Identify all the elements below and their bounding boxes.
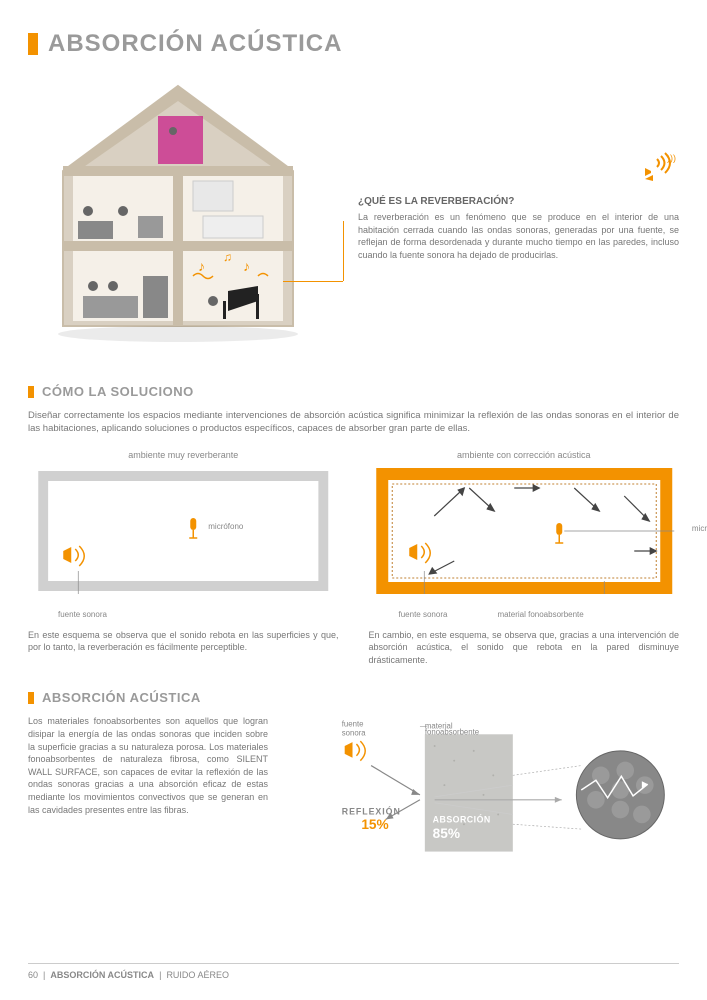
left-caption: En este esquema se observa que el sonido… [28, 629, 339, 654]
svg-text:fonoabsorbente: fonoabsorbente [425, 728, 479, 737]
reverb-heading: ¿QUÉ ES LA REVERBERACIÓN? [358, 196, 679, 207]
right-diagram-label: ambiente con corrección acústica [369, 450, 680, 460]
speaker-waves-icon: ))) [643, 151, 679, 184]
svg-text:♪: ♪ [198, 258, 205, 274]
svg-text:♪: ♪ [243, 258, 250, 274]
right-material-label: material fonoabsorbente [497, 610, 583, 619]
reverb-body: La reverberación es un fenómeno que se p… [358, 211, 679, 261]
diagrams-row: ambiente muy reverberante [28, 450, 679, 667]
right-caption: En cambio, en este esquema, se observa q… [369, 629, 680, 667]
house-illustration: ♪ ♫ ♪ [28, 76, 328, 356]
absorption-row: Los materiales fonoabsorbentes son aquel… [28, 715, 679, 868]
page-title-row: ABSORCIÓN ACÚSTICA [28, 30, 679, 58]
svg-text:))): ))) [667, 153, 676, 163]
svg-text:ABSORCIÓN: ABSORCIÓN [433, 814, 491, 825]
right-source-label: fuente sonora [399, 610, 448, 619]
abs-source-label-2: sonora [342, 729, 367, 738]
svg-text:♫: ♫ [223, 250, 232, 264]
left-diagram-label: ambiente muy reverberante [28, 450, 339, 460]
absorption-diagram: fuente sonora material fonoabsorbente [288, 715, 679, 868]
hero-section: ♪ ♫ ♪ ))) [28, 76, 679, 356]
solve-title-row: CÓMO LA SOLUCIONO [28, 384, 679, 399]
svg-text:15%: 15% [361, 817, 388, 832]
svg-text:REFLEXIÓN: REFLEXIÓN [342, 806, 401, 817]
section-accent-bar [28, 692, 34, 704]
svg-text:85%: 85% [433, 826, 460, 841]
footer-section: ABSORCIÓN ACÚSTICA [50, 970, 154, 980]
title-accent-bar [28, 33, 38, 55]
reverberant-room-diagram: micrófono [28, 466, 339, 606]
reverb-callout: ))) ¿QUÉ ES LA REVERBERACIÓN? La reverbe… [358, 196, 679, 356]
footer-page: 60 [28, 970, 38, 980]
absorption-body: Los materiales fonoabsorbentes son aquel… [28, 715, 268, 816]
page-footer: 60 | ABSORCIÓN ACÚSTICA | RUIDO AÉREO [28, 963, 679, 980]
left-diagram-col: ambiente muy reverberante [28, 450, 339, 667]
footer-sub: RUIDO AÉREO [166, 970, 229, 980]
right-diagram-col: ambiente con corrección acústica [369, 450, 680, 667]
solve-body: Diseñar correctamente los espacios media… [28, 409, 679, 436]
connector-line [283, 281, 343, 282]
connector-line-v [343, 221, 344, 281]
section-accent-bar [28, 386, 34, 398]
absorption-heading: ABSORCIÓN ACÚSTICA [42, 690, 201, 705]
left-source-label: fuente sonora [28, 610, 339, 619]
solve-heading: CÓMO LA SOLUCIONO [42, 384, 194, 399]
absorption-title-row: ABSORCIÓN ACÚSTICA [28, 690, 679, 705]
mic-label-text: micrófono [208, 522, 244, 531]
right-mic-label: micrófono [692, 524, 707, 533]
page-title: ABSORCIÓN ACÚSTICA [48, 30, 342, 58]
treated-room-diagram: micrófono [369, 466, 680, 606]
abs-source-label-1: fuente [342, 720, 364, 729]
